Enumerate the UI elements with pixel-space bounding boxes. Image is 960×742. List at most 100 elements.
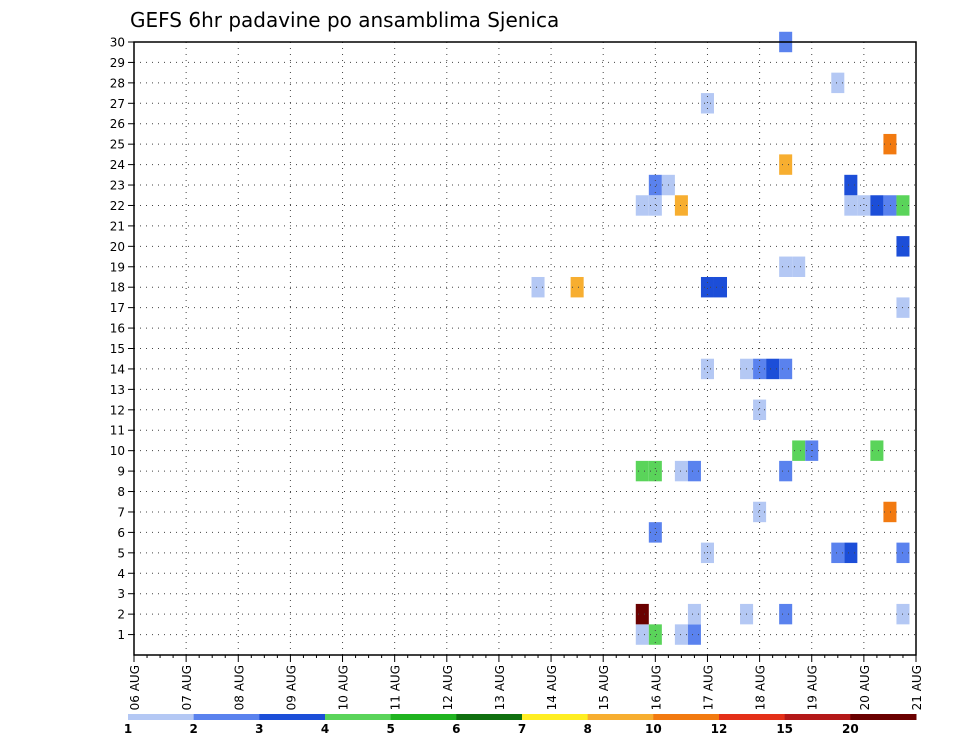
colorbar-swatch	[259, 714, 326, 720]
x-tick-label: 19 AUG	[806, 665, 820, 710]
y-tick-label: 10	[110, 444, 125, 458]
colorbar-label: 6	[452, 722, 460, 736]
y-tick-label: 6	[117, 526, 125, 540]
precip-cell	[753, 501, 767, 523]
y-tick-label: 28	[110, 76, 125, 90]
precip-cell	[844, 174, 858, 196]
x-tick-label: 18 AUG	[754, 665, 768, 710]
colorbar-swatch	[193, 714, 260, 720]
precip-cell	[792, 256, 806, 277]
precip-cell	[779, 460, 793, 482]
colorbar-label: 12	[711, 722, 728, 736]
y-tick-label: 13	[110, 383, 125, 397]
y-tick-label: 19	[110, 260, 125, 274]
x-tick-label: 17 AUG	[701, 665, 715, 710]
precip-cell	[779, 154, 793, 175]
precip-cell	[674, 195, 688, 216]
colorbar-swatch	[456, 714, 523, 720]
precip-cell	[779, 603, 793, 625]
y-tick-label: 5	[117, 546, 125, 560]
grid-lines	[134, 41, 916, 655]
colorbar-swatch	[850, 714, 917, 720]
y-tick-label: 29	[110, 56, 125, 70]
precip-cell	[753, 399, 767, 421]
colorbar-label: 7	[518, 722, 526, 736]
x-tick-label: 15 AUG	[597, 665, 611, 710]
y-tick-label: 20	[110, 240, 125, 254]
precip-cell	[635, 624, 649, 645]
precip-cell	[648, 624, 662, 645]
y-tick-label: 23	[110, 179, 125, 193]
precip-cell	[883, 133, 897, 155]
y-tick-label: 30	[110, 36, 125, 50]
x-tick-label: 06 AUG	[128, 665, 142, 710]
colorbar-swatch	[784, 714, 851, 720]
precip-cell	[857, 195, 871, 216]
colorbar-label: 3	[255, 722, 263, 736]
colorbar-swatch	[587, 714, 654, 720]
x-tick-label: 21 AUG	[910, 665, 924, 710]
y-tick-label: 11	[110, 424, 125, 438]
y-tick-label: 17	[110, 301, 125, 315]
precip-cell	[792, 440, 806, 461]
precip-cell	[648, 460, 662, 482]
colorbar-swatch	[390, 714, 457, 720]
colorbar: 1 2 3 4 5 6 7 8 10 12 15 20	[124, 714, 917, 736]
precip-cell	[635, 195, 649, 216]
x-tick-label: 12 AUG	[441, 665, 455, 710]
precip-cell	[831, 72, 845, 94]
y-tick-label: 8	[117, 485, 125, 499]
colorbar-label: 4	[321, 722, 329, 736]
colorbar-label: 20	[842, 722, 859, 736]
precip-cell	[700, 276, 714, 298]
y-tick-label: 16	[110, 322, 125, 336]
y-tick-label: 2	[117, 608, 125, 622]
x-tick-label: 13 AUG	[493, 665, 507, 710]
precip-cell	[844, 195, 858, 216]
precip-cell	[648, 522, 662, 543]
precip-cell	[570, 276, 584, 298]
precip-cell	[687, 624, 701, 645]
y-tick-label: 9	[117, 465, 125, 479]
colorbar-label: 2	[189, 722, 197, 736]
precip-cell	[870, 195, 884, 216]
precip-cell	[753, 358, 767, 380]
precip-cell	[779, 358, 793, 380]
precipitation-cells	[531, 31, 910, 645]
y-tick-label: 3	[117, 587, 125, 601]
precip-cell	[648, 195, 662, 216]
precip-cell	[674, 624, 688, 645]
colorbar-label: 8	[583, 722, 591, 736]
y-tick-label: 14	[110, 362, 125, 376]
colorbar-swatch	[325, 714, 392, 720]
precip-cell	[883, 195, 897, 216]
y-tick-label: 1	[117, 628, 125, 642]
y-tick-label: 27	[110, 97, 125, 111]
y-tick-label: 12	[110, 403, 125, 417]
x-tick-label: 14 AUG	[545, 665, 559, 710]
precip-cell	[674, 460, 688, 482]
y-axis-ticks: 1234567891011121314151617181920212223242…	[110, 36, 134, 642]
precip-cell	[883, 501, 897, 523]
y-tick-label: 4	[117, 567, 125, 581]
colorbar-swatch	[653, 714, 720, 720]
y-tick-label: 7	[117, 505, 125, 519]
y-tick-label: 24	[110, 158, 125, 172]
y-tick-label: 15	[110, 342, 125, 356]
colorbar-label: 10	[645, 722, 662, 736]
x-axis-ticks: 06 AUG 07 AUG 08 AUG 09 AUG 10 AUG 11 AUG 12 A…	[128, 655, 924, 710]
x-tick-label: 20 AUG	[858, 665, 872, 710]
y-tick-label: 22	[110, 199, 125, 213]
colorbar-swatch	[128, 714, 195, 720]
colorbar-label: 5	[386, 722, 394, 736]
y-tick-label: 25	[110, 138, 125, 152]
precip-cell	[779, 256, 793, 277]
precip-cell	[700, 93, 714, 114]
colorbar-label: 1	[124, 722, 132, 736]
x-tick-label: 16 AUG	[649, 665, 663, 710]
precip-cell	[870, 440, 884, 461]
x-tick-label: 09 AUG	[284, 665, 298, 710]
x-tick-label: 11 AUG	[389, 665, 403, 710]
x-tick-label: 10 AUG	[337, 665, 351, 710]
